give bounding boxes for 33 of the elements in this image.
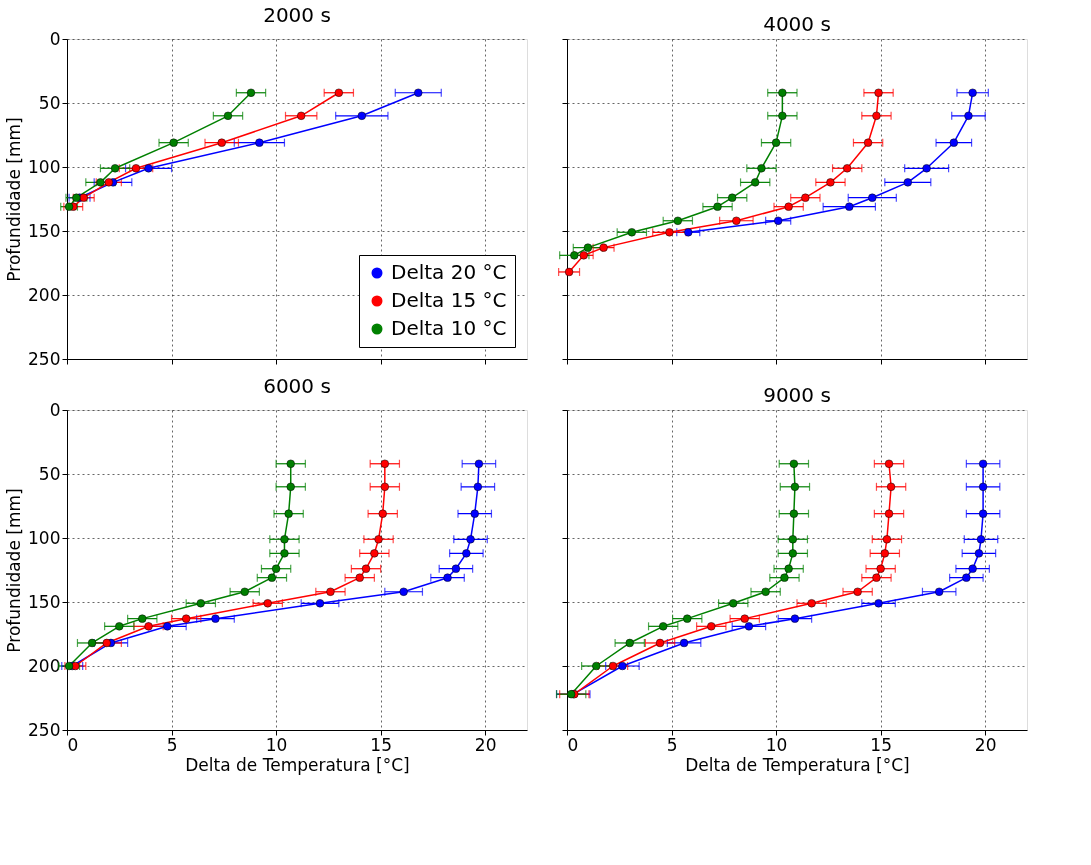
x-tick-label: 0 [567, 734, 579, 755]
x-tick-label: 0 [67, 734, 79, 755]
y-tick-label: 0 [49, 28, 61, 49]
y-tick-label: 100 [28, 156, 61, 177]
x-tick-label: 15 [870, 734, 892, 755]
chart-title: 2000 s [263, 3, 331, 27]
y-tick-label: 250 [28, 348, 61, 369]
y-tick-label: 100 [28, 527, 61, 548]
y-axis-title: Profundidade [mm] [4, 117, 25, 282]
x-axis-title: Delta de Temperatura [°C] [185, 754, 410, 775]
y-tick-label: 250 [28, 719, 61, 740]
y-axis-title: Profundidade [mm] [4, 488, 25, 653]
y-tick-label: 0 [49, 399, 61, 420]
legend-label: Delta 20 °C [391, 260, 507, 284]
x-tick-label: 15 [370, 734, 392, 755]
y-tick-label: 150 [28, 220, 61, 241]
x-axis-title: Delta de Temperatura [°C] [685, 754, 910, 775]
y-tick-label: 50 [38, 463, 61, 484]
x-tick-label: 5 [166, 734, 178, 755]
x-tick-label: 20 [974, 734, 997, 755]
y-tick-label: 200 [28, 655, 61, 676]
legend-label: Delta 10 °C [391, 316, 507, 340]
y-tick-label: 150 [28, 591, 61, 612]
x-tick-label: 5 [666, 734, 678, 755]
x-tick-label: 10 [265, 734, 288, 755]
legend-label: Delta 15 °C [391, 288, 507, 312]
chart-title: 6000 s [263, 374, 331, 398]
x-tick-label: 20 [474, 734, 497, 755]
chart-title: 4000 s [763, 11, 831, 36]
chart-title: 9000 s [763, 382, 831, 407]
x-tick-label: 10 [765, 734, 788, 755]
y-tick-label: 200 [28, 284, 61, 305]
y-tick-label: 50 [38, 92, 61, 113]
